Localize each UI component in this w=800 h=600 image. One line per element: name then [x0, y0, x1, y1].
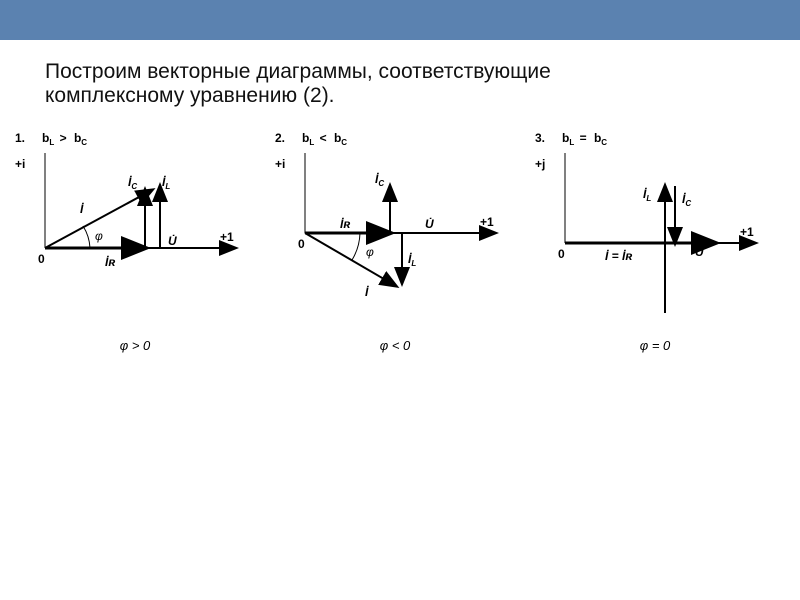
d1-phi-text: φ > 0	[10, 338, 260, 353]
d2-IR-label: İʀ	[340, 216, 350, 231]
d3-index: 3.	[535, 131, 545, 145]
d3-U-label: U̇	[695, 244, 704, 259]
d2-I	[305, 233, 396, 286]
d2-U-label: U̇	[425, 216, 434, 231]
d1-I-label: İ	[80, 201, 84, 216]
d2-phi-text: φ < 0	[270, 338, 520, 353]
d1-arc	[83, 226, 90, 248]
d1-cond: bL > bC	[42, 131, 87, 148]
d3-IC-label: İC	[682, 191, 691, 208]
d1-phi: φ	[95, 229, 103, 243]
d1-IR-label: İʀ	[105, 254, 115, 269]
diagram-2-svg: 2. bL < bC +i 0 +1 U̇ İʀ İC	[270, 128, 520, 328]
title-line-2: комплексному уравнению (2).	[45, 84, 335, 107]
d3-plus-j: +j	[535, 157, 545, 171]
d2-I-label: İ	[365, 284, 369, 299]
diagram-3-svg: 3. bL = bC +j 0 +1 U̇ İ = İʀ İL	[530, 128, 780, 328]
d1-origin: 0	[38, 252, 45, 266]
d1-index: 1.	[15, 131, 25, 145]
d2-index: 2.	[275, 131, 285, 145]
d3-phi-text: φ = 0	[530, 338, 780, 353]
d1-plus-i: +i	[15, 157, 25, 171]
d2-plus-1: +1	[480, 215, 494, 229]
d2-plus-i: +i	[275, 157, 285, 171]
diagram-1: 1. bL > bC +i 0 +1 İʀ U̇ İC	[10, 128, 260, 353]
page-title: Построим векторные диаграммы, соответств…	[0, 40, 800, 118]
d1-IL-label: İL	[162, 174, 170, 191]
d3-origin: 0	[558, 247, 565, 261]
d3-IL-label: İL	[643, 186, 651, 203]
d2-cond: bL < bC	[302, 131, 347, 148]
d1-U-label: U̇	[168, 233, 177, 248]
d1-plus-1: +1	[220, 230, 234, 244]
d2-IC-label: İC	[375, 171, 384, 188]
d3-I-eq: İ = İʀ	[605, 248, 632, 263]
diagram-1-svg: 1. bL > bC +i 0 +1 İʀ U̇ İC	[10, 128, 260, 328]
d1-IC-label: İC	[128, 174, 137, 191]
title-line-1: Построим векторные диаграммы, соответств…	[45, 60, 551, 83]
d2-IL-label: İL	[408, 251, 416, 268]
header-band	[0, 0, 800, 40]
d3-plus-1: +1	[740, 225, 754, 239]
d3-cond: bL = bC	[562, 131, 607, 148]
diagram-2: 2. bL < bC +i 0 +1 U̇ İʀ İC	[270, 128, 520, 353]
diagrams-row: 1. bL > bC +i 0 +1 İʀ U̇ İC	[0, 118, 800, 353]
d2-arc	[352, 233, 360, 260]
diagram-3: 3. bL = bC +j 0 +1 U̇ İ = İʀ İL	[530, 128, 780, 353]
d2-phi: φ	[366, 245, 374, 259]
d2-origin: 0	[298, 237, 305, 251]
